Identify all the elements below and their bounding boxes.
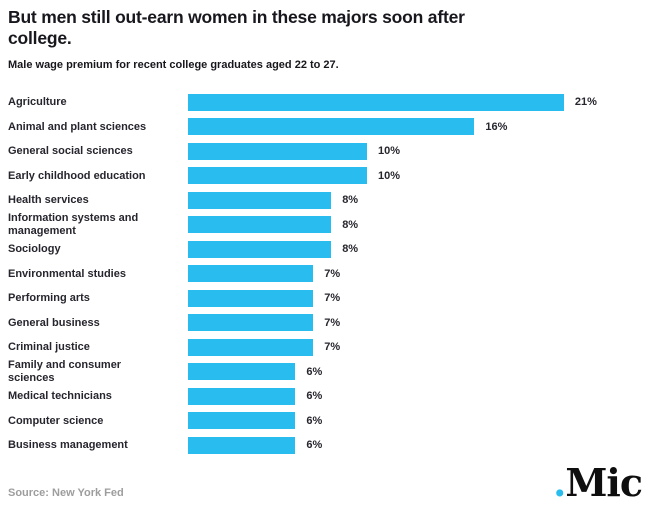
mic-logo-text: Mic bbox=[565, 460, 643, 505]
bar bbox=[188, 216, 332, 234]
bar bbox=[188, 436, 296, 454]
bar bbox=[188, 191, 332, 209]
bar-row: Medical technicians 6% bbox=[8, 384, 643, 409]
bar-row: General social sciences 10% bbox=[8, 139, 643, 164]
bar bbox=[188, 93, 564, 111]
bar-label: Early childhood education bbox=[8, 169, 146, 182]
bar-value: 6% bbox=[306, 365, 323, 378]
bar-row: Performing arts 7% bbox=[8, 286, 643, 311]
bar bbox=[188, 412, 296, 430]
bar-label: Animal and plant sciences bbox=[8, 120, 147, 133]
bar bbox=[188, 265, 314, 283]
bar-row: Health services 8% bbox=[8, 188, 643, 213]
bar-label: Environmental studies bbox=[8, 267, 126, 280]
bar-row: Agriculture 21% bbox=[8, 90, 643, 115]
bar bbox=[188, 118, 475, 136]
bar-row: Animal and plant sciences 16% bbox=[8, 115, 643, 140]
bar bbox=[188, 338, 314, 356]
source-note: Source: New York Fed bbox=[8, 487, 124, 499]
bar-value: 6% bbox=[306, 414, 323, 427]
bar-value: 16% bbox=[485, 120, 508, 133]
chart-subtitle: Male wage premium for recent college gra… bbox=[8, 59, 339, 71]
bar-value: 10% bbox=[378, 169, 401, 182]
bar-label: Computer science bbox=[8, 414, 104, 427]
page-title: But men still out-earn women in these ma… bbox=[8, 7, 465, 48]
bar-label: Criminal justice bbox=[8, 341, 90, 354]
bar-value: 8% bbox=[342, 218, 359, 231]
bar-row: Criminal justice 7% bbox=[8, 335, 643, 360]
bar bbox=[188, 363, 296, 381]
bar-value: 7% bbox=[324, 267, 341, 280]
bar-value: 7% bbox=[324, 316, 341, 329]
bar-value: 8% bbox=[342, 243, 359, 256]
bar-value: 6% bbox=[306, 439, 323, 452]
bar-row: Information systems and management 8% bbox=[8, 212, 643, 238]
bar bbox=[188, 142, 367, 160]
bar-value: 21% bbox=[574, 96, 597, 109]
bar-label: Business management bbox=[8, 439, 128, 452]
bar-row: Sociology 8% bbox=[8, 237, 643, 262]
bar-value: 7% bbox=[324, 341, 341, 354]
bar-label: General business bbox=[8, 316, 100, 329]
bar-row: Family and consumer sciences 6% bbox=[8, 359, 643, 385]
bar-row: Computer science 6% bbox=[8, 409, 643, 434]
bar bbox=[188, 167, 367, 185]
mic-logo-dot: . bbox=[553, 460, 566, 505]
bar-label: Family and consumer sciences bbox=[8, 359, 122, 384]
bar-row: Environmental studies 7% bbox=[8, 262, 643, 287]
bar-value: 6% bbox=[306, 390, 323, 403]
bar-label: Sociology bbox=[8, 243, 61, 256]
bar-value: 8% bbox=[342, 194, 359, 207]
bar-row: Business management 6% bbox=[8, 433, 643, 458]
bar-label: Agriculture bbox=[8, 96, 67, 109]
bar-label: General social sciences bbox=[8, 145, 133, 158]
bar bbox=[188, 387, 296, 405]
bar-row: General business 7% bbox=[8, 311, 643, 336]
bar bbox=[188, 314, 314, 332]
bar-value: 10% bbox=[378, 145, 401, 158]
bar-label: Medical technicians bbox=[8, 390, 112, 403]
bar bbox=[188, 240, 332, 258]
bar-value: 7% bbox=[324, 292, 341, 305]
bar-label: Health services bbox=[8, 194, 89, 207]
bar-label: Performing arts bbox=[8, 292, 90, 305]
mic-logo: .Mic bbox=[553, 464, 643, 502]
bar-row: Early childhood education 10% bbox=[8, 164, 643, 189]
bar-label: Information systems and management bbox=[8, 212, 139, 237]
bar-chart: Agriculture 21% Animal and plant sciences 1… bbox=[8, 90, 643, 458]
bar bbox=[188, 289, 314, 307]
